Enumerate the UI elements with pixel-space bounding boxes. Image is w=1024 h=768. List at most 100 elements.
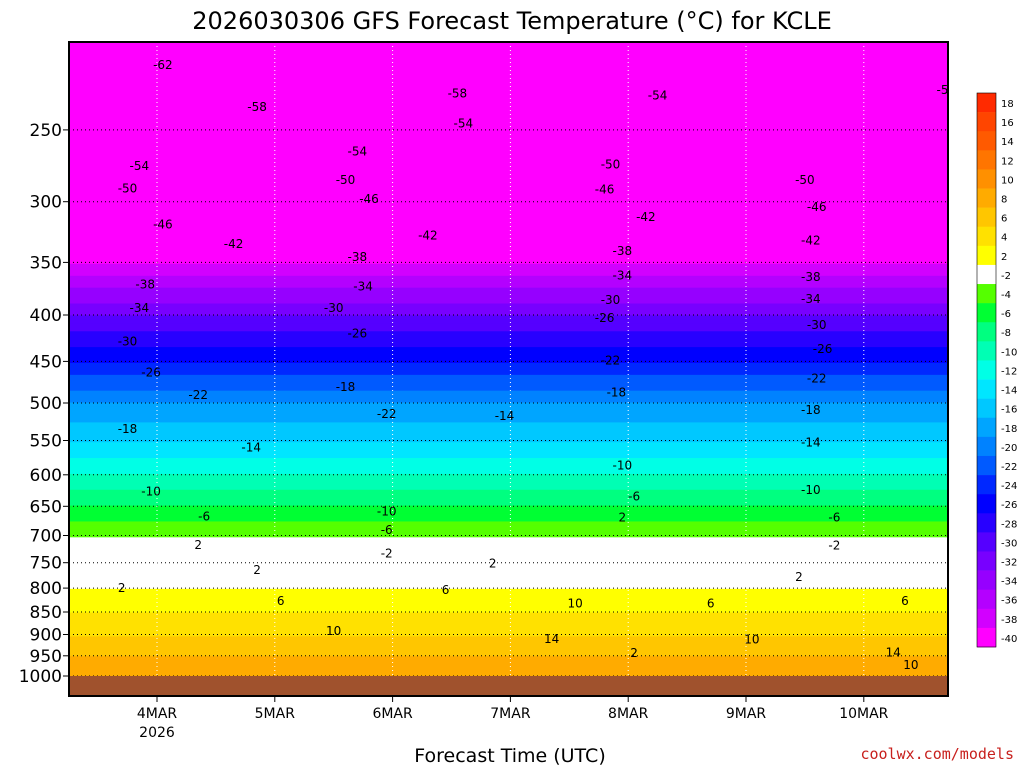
- contour-label: -34: [612, 269, 632, 283]
- colorbar-label: 8: [1001, 195, 1007, 206]
- field-band: [69, 129, 948, 134]
- contour-label: -22: [377, 407, 397, 421]
- contour-labels: -62-58-58 -54 -54-54-54-54-50-50-50 -50-46-…: [118, 58, 948, 672]
- contour-label: 10: [744, 633, 759, 647]
- field-band: [69, 636, 948, 641]
- contour-label: 2: [253, 563, 261, 577]
- x-axis-label: Forecast Time (UTC): [414, 745, 605, 767]
- field-band: [69, 660, 948, 665]
- field-band: [69, 604, 948, 610]
- field-band: [69, 458, 948, 463]
- contour-label: -50: [118, 181, 138, 195]
- contour-label: -42: [418, 229, 438, 243]
- field-band: [69, 200, 948, 206]
- field-band: [69, 628, 948, 634]
- field-band: [69, 652, 948, 657]
- field-band: [69, 362, 948, 368]
- field-band: [69, 632, 948, 637]
- contour-label: -26: [141, 366, 161, 380]
- field-band: [69, 77, 948, 83]
- contour-label: -6: [828, 511, 840, 525]
- field-band: [69, 513, 948, 519]
- y-tick-label: 400: [30, 306, 62, 326]
- y-tick-label: 1000: [19, 667, 62, 687]
- field-band: [69, 216, 948, 221]
- y-tick-label: 650: [30, 497, 62, 517]
- field-band: [69, 176, 948, 182]
- contour-label: -62: [153, 58, 173, 72]
- colorbar-label: -14: [1001, 386, 1017, 397]
- field-band: [69, 255, 948, 261]
- contour-label: -38: [135, 277, 155, 291]
- y-tick-label: 500: [30, 394, 62, 414]
- field-band: [69, 141, 948, 146]
- colorbar-swatch: [977, 455, 996, 476]
- contour-label: -14: [241, 441, 261, 455]
- field-band: [69, 319, 948, 324]
- contour-label: -54: [648, 88, 668, 102]
- field-band: [69, 430, 948, 435]
- colorbar-label: 10: [1001, 175, 1014, 186]
- field-band: [69, 97, 948, 103]
- field-band: [69, 668, 948, 673]
- field-band: [69, 152, 948, 158]
- contour-label: 14: [886, 646, 901, 660]
- contour-label: -50: [601, 158, 621, 172]
- field-band: [69, 351, 948, 356]
- contour-label: -2: [381, 547, 393, 561]
- colorbar-label: 14: [1001, 137, 1014, 148]
- field-band: [69, 105, 948, 110]
- colorbar-swatch: [977, 398, 996, 419]
- field-band: [69, 473, 948, 479]
- contour-label: -38: [347, 250, 367, 264]
- field-band: [69, 283, 948, 289]
- field-band: [69, 73, 948, 79]
- field-band: [69, 588, 948, 594]
- field-band: [69, 156, 948, 162]
- colorbar: 18 16 14 12 10 8 6 4 2 -2 -4 -6 -8 -10 -12 -14 -16 -18 -20…: [976, 92, 1017, 648]
- chart-title: 2026030306 GFS Forecast Temperature (°C)…: [192, 7, 831, 35]
- contour-label: 2: [194, 538, 202, 552]
- colorbar-label: -8: [1001, 328, 1011, 339]
- contour-label: 10: [903, 658, 918, 672]
- field-band: [69, 509, 948, 515]
- field-band: [69, 291, 948, 297]
- colorbar-swatch: [977, 475, 996, 495]
- colorbar-label: -28: [1001, 519, 1017, 530]
- colorbar-label: 18: [1001, 99, 1014, 110]
- field-band: [69, 236, 948, 241]
- contour-label: -18: [118, 422, 138, 436]
- field-band: [69, 125, 948, 130]
- colorbar-swatch: [977, 627, 996, 648]
- field-band: [69, 267, 948, 273]
- field-band: [69, 481, 948, 487]
- field-band: [69, 172, 948, 178]
- field-band: [69, 164, 948, 170]
- field-band: [69, 541, 948, 546]
- field-band: [69, 382, 948, 388]
- y-tick-label: 750: [30, 554, 62, 574]
- field-band: [69, 224, 948, 229]
- field-band: [69, 624, 948, 630]
- field-band: [69, 402, 948, 408]
- temperature-field: [69, 42, 948, 696]
- field-band: [69, 331, 948, 336]
- colorbar-swatch: [977, 226, 996, 247]
- field-band: [69, 580, 948, 586]
- field-band: [69, 477, 948, 483]
- grid: [69, 42, 948, 677]
- field-band: [69, 148, 948, 154]
- field-band: [69, 145, 948, 150]
- contour-label: -46: [359, 192, 379, 206]
- colorbar-label: -32: [1001, 558, 1017, 569]
- x-tick-label: 8MAR: [608, 706, 649, 722]
- field-band: [69, 192, 948, 198]
- field-band: [69, 323, 948, 328]
- y-tick-label: 800: [30, 579, 62, 599]
- contour-label: -2: [828, 539, 840, 553]
- contour-label: -10: [801, 483, 821, 497]
- y-tick-label: 250: [30, 121, 62, 141]
- colorbar-swatch: [977, 131, 996, 151]
- x-tick-label: 7MAR: [490, 706, 531, 722]
- colorbar-label: -34: [1001, 577, 1017, 588]
